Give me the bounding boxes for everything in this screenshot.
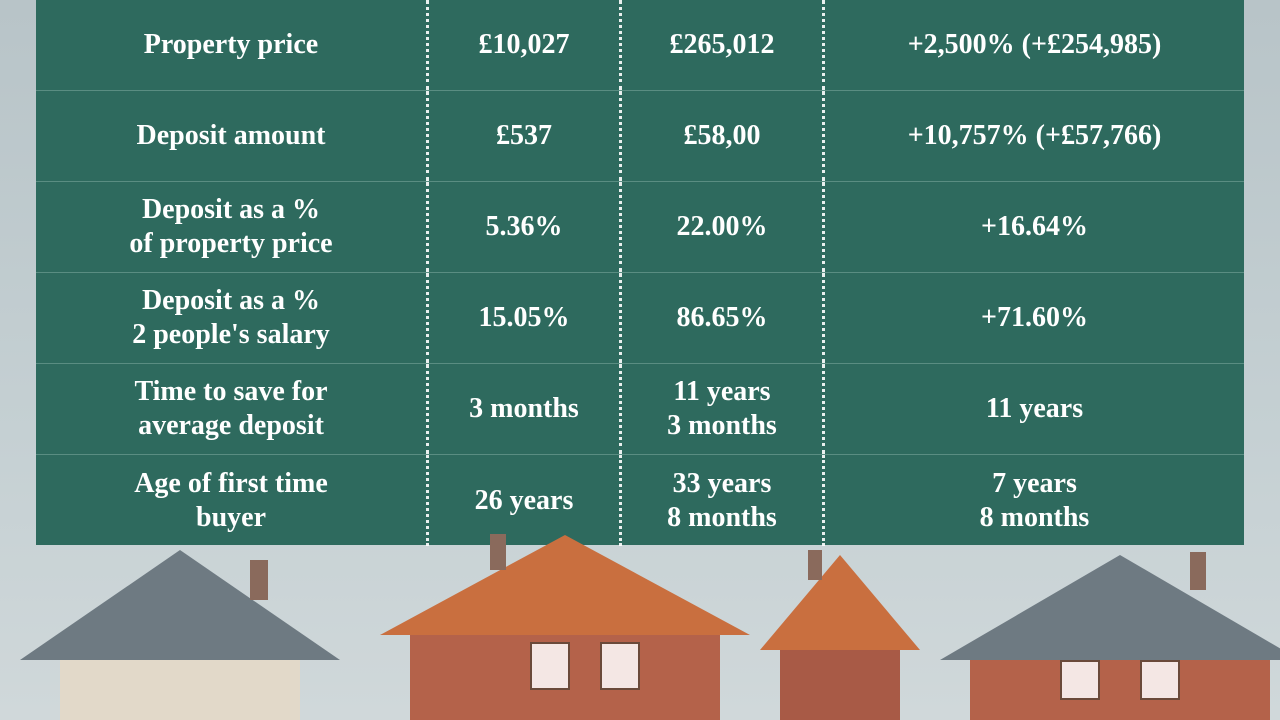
row-label: Deposit amount — [36, 91, 426, 181]
row-label: Deposit as a % of property price — [36, 182, 426, 272]
value-now: £265,012 — [622, 0, 822, 90]
column-separator — [822, 364, 825, 454]
value-now: 22.00% — [622, 182, 822, 272]
value-past: 15.05% — [429, 273, 619, 363]
comparison-table: Property price£10,027£265,012+2,500% (+£… — [36, 0, 1244, 545]
value-change: 11 years — [825, 364, 1244, 454]
row-label: Property price — [36, 0, 426, 90]
column-separator — [619, 273, 622, 363]
value-change: +10,757% (+£57,766) — [825, 91, 1244, 181]
table-row: Deposit as a % 2 people's salary15.05%86… — [36, 273, 1244, 364]
value-change: +2,500% (+£254,985) — [825, 0, 1244, 90]
column-separator — [822, 182, 825, 272]
column-separator — [426, 273, 429, 363]
row-label: Time to save for average deposit — [36, 364, 426, 454]
value-change: +71.60% — [825, 273, 1244, 363]
column-separator — [822, 0, 825, 90]
houses-illustration — [0, 520, 1280, 720]
column-separator — [426, 0, 429, 90]
table-row: Deposit amount£537£58,00+10,757% (+£57,7… — [36, 91, 1244, 182]
table-row: Time to save for average deposit3 months… — [36, 364, 1244, 455]
value-now: 86.65% — [622, 273, 822, 363]
column-separator — [619, 182, 622, 272]
value-now: 11 years 3 months — [622, 364, 822, 454]
value-past: £10,027 — [429, 0, 619, 90]
value-past: 3 months — [429, 364, 619, 454]
value-now: £58,00 — [622, 91, 822, 181]
table-row: Deposit as a % of property price5.36%22.… — [36, 182, 1244, 273]
value-past: 5.36% — [429, 182, 619, 272]
row-label: Deposit as a % 2 people's salary — [36, 273, 426, 363]
column-separator — [822, 91, 825, 181]
column-separator — [426, 364, 429, 454]
value-past: £537 — [429, 91, 619, 181]
table-row: Property price£10,027£265,012+2,500% (+£… — [36, 0, 1244, 91]
column-separator — [426, 91, 429, 181]
column-separator — [619, 91, 622, 181]
column-separator — [619, 0, 622, 90]
value-change: +16.64% — [825, 182, 1244, 272]
column-separator — [619, 364, 622, 454]
column-separator — [426, 182, 429, 272]
column-separator — [822, 273, 825, 363]
